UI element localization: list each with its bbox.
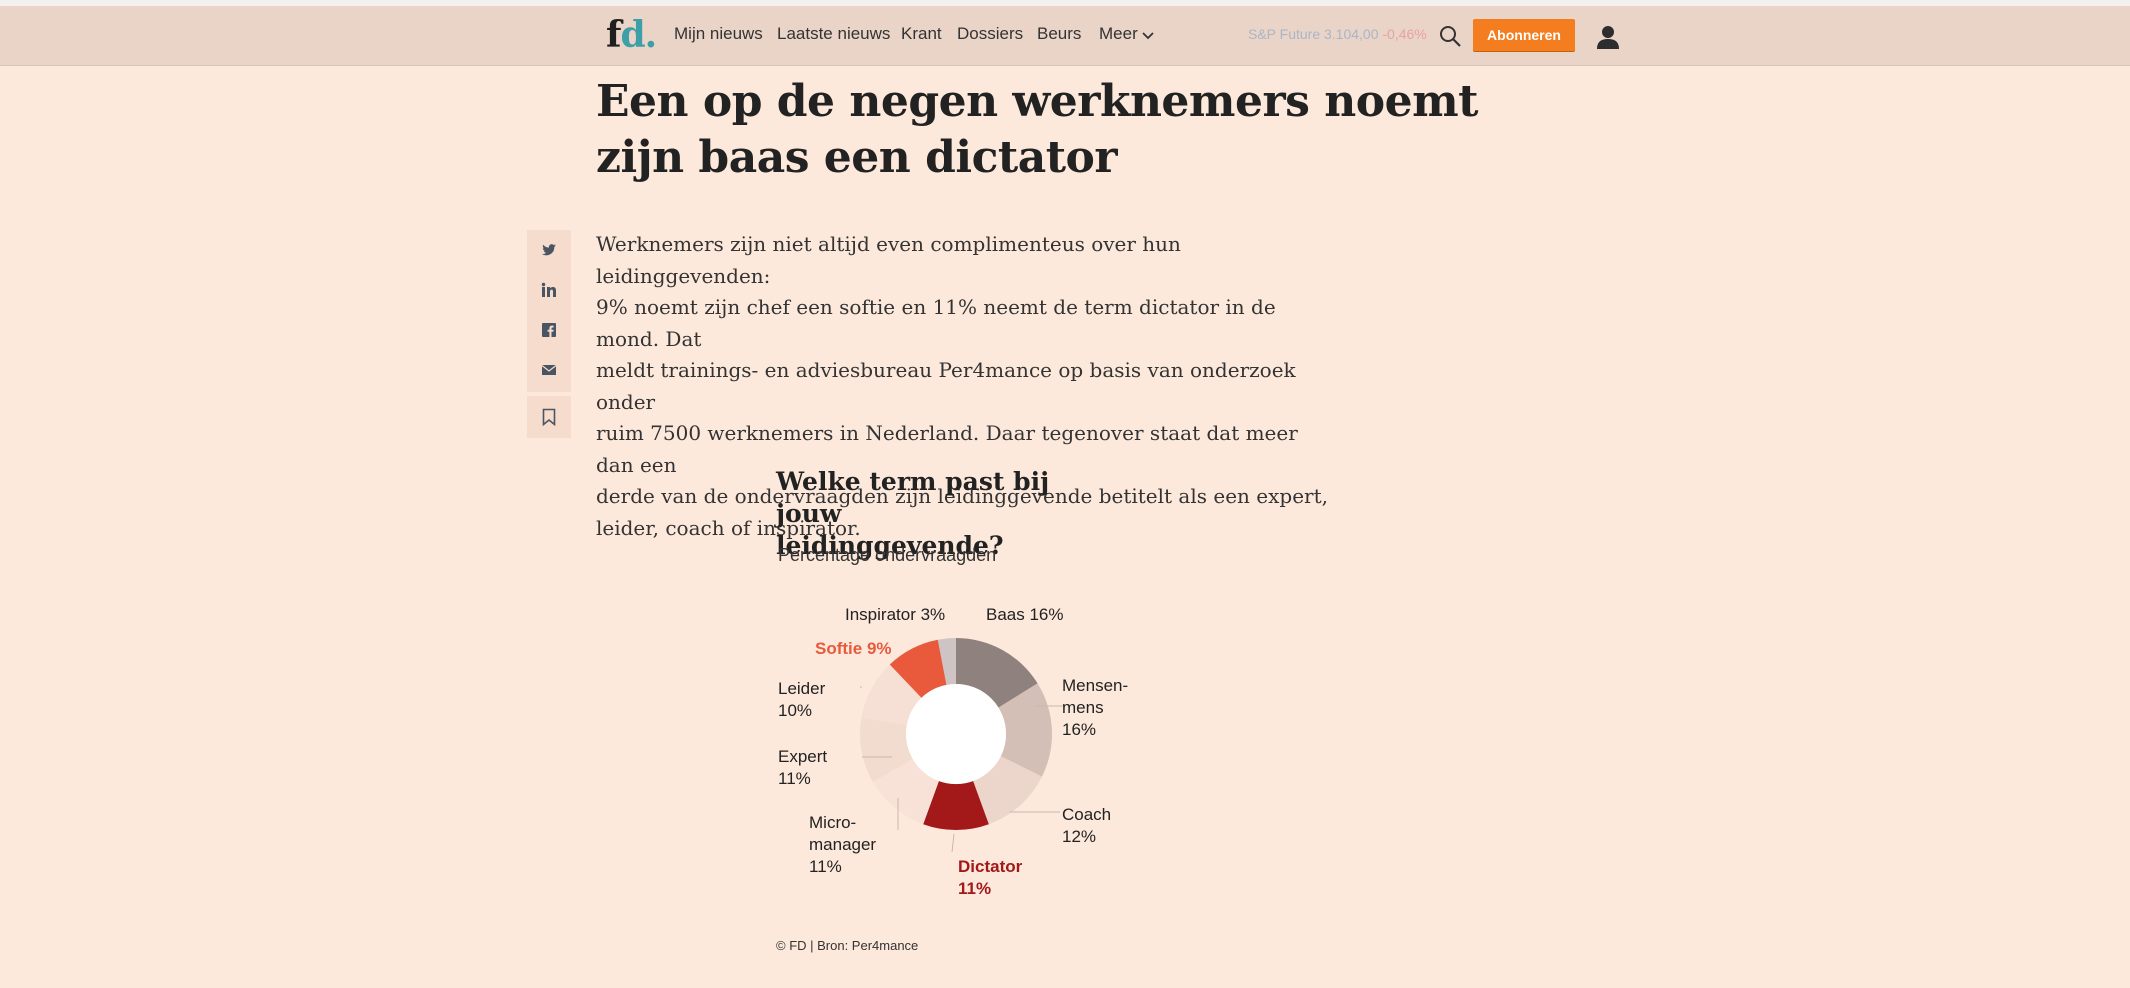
slice-leider: [861, 664, 922, 726]
lede-line: meldt trainings- en adviesbureau Per4man…: [596, 358, 1296, 414]
label-leider: Leider 10%: [778, 678, 825, 722]
label-leider-line-2: 10%: [778, 701, 813, 720]
slice-inspirator: [937, 638, 956, 685]
label-mensen-line-3: 16%: [1062, 720, 1097, 739]
share-facebook-button[interactable]: [527, 310, 571, 350]
chart-title-line-2: leidinggevende?: [776, 531, 1004, 560]
nav-mijn-nieuws[interactable]: Mijn nieuws: [674, 24, 763, 43]
chart-source: © FD | Bron: Per4mance: [776, 938, 919, 953]
ticker-change: -0,46%: [1382, 26, 1427, 42]
ticker-name: S&P Future 3.104,00: [1248, 26, 1379, 42]
nav-dossiers[interactable]: Dossiers: [957, 24, 1024, 43]
label-coach: Coach 12%: [1062, 804, 1111, 848]
chevron-down-icon[interactable]: [1142, 30, 1154, 42]
share-twitter-button[interactable]: [527, 230, 571, 270]
user-icon[interactable]: [1596, 24, 1620, 50]
site-header: fd. Mijn nieuws Laatste nieuws Krant Dos…: [0, 6, 2130, 66]
article-headline: Een op de negen werknemers noemt zijn ba…: [596, 74, 1496, 186]
slice-coach: [973, 756, 1043, 825]
label-micro-line-2: manager: [809, 835, 877, 854]
facebook-icon: [542, 323, 556, 337]
article-lede: Werknemers zijn niet altijd even complim…: [596, 229, 1336, 544]
logo-d: d.: [620, 14, 658, 56]
label-coach-line-2: 12%: [1062, 827, 1097, 846]
slice-softie: [889, 639, 947, 698]
mail-icon: [541, 365, 557, 375]
label-coach-line-1: Coach: [1062, 805, 1112, 824]
linkedin-icon: [541, 282, 556, 297]
lede-line: Werknemers zijn niet altijd even complim…: [596, 232, 1181, 288]
bookmark-icon: [542, 408, 556, 426]
slice-expert: [860, 717, 913, 782]
fd-logo[interactable]: fd.: [606, 14, 658, 56]
slice-dictator: [923, 780, 989, 830]
headline-line-2: zijn baas een dictator: [596, 132, 1118, 183]
label-micro-line-1: Micro-: [809, 813, 857, 832]
label-inspirator: Inspirator 3%: [845, 605, 946, 624]
nav-meer[interactable]: Meer: [1099, 24, 1138, 43]
label-mensen-line-2: mens: [1062, 698, 1104, 717]
donut-hole: [906, 684, 1006, 784]
slice-mensen-mens: [998, 683, 1052, 777]
market-ticker[interactable]: S&P Future 3.104,00 -0,46%: [1248, 26, 1427, 42]
lede-line: 9% noemt zijn chef een softie en 11% nee…: [596, 295, 1276, 351]
browser-top-strip: [0, 0, 2130, 6]
label-leider-line-1: Leider: [778, 679, 826, 698]
slice-baas: [956, 638, 1038, 708]
lede-line: derde van de ondervraagden zijn leidingg…: [596, 484, 1328, 508]
label-dictator: Dictator 11%: [958, 856, 1022, 900]
logo-f: f: [606, 14, 621, 56]
nav-beurs[interactable]: Beurs: [1037, 24, 1082, 43]
label-mensen-mens: Mensen- mens 16%: [1062, 675, 1128, 741]
nav-laatste-nieuws[interactable]: Laatste nieuws: [777, 24, 891, 43]
lede-line: ruim 7500 werknemers in Nederland. Daar …: [596, 421, 1298, 477]
leader-line-dictator: [951, 833, 955, 853]
twitter-icon: [542, 244, 556, 256]
share-bar: [527, 230, 571, 392]
share-mail-button[interactable]: [527, 350, 571, 390]
label-micro-line-3: 11%: [809, 857, 842, 876]
label-baas: Baas 16%: [986, 605, 1064, 624]
label-dictator-line-2: 11%: [958, 879, 992, 898]
chart-title: Welke term past bij jouw leidinggevende?: [776, 466, 1116, 562]
search-icon[interactable]: [1438, 24, 1462, 48]
share-linkedin-button[interactable]: [527, 270, 571, 310]
slice-micro-manager: [872, 759, 939, 825]
chart-title-line-1: Welke term past bij jouw: [776, 467, 1050, 528]
subscribe-button[interactable]: Abonneren: [1473, 19, 1575, 51]
label-softie: Softie 9%: [815, 639, 892, 658]
label-micro-manager: Micro- manager 11%: [809, 812, 876, 878]
label-expert-line-2: 11%: [778, 769, 811, 788]
bookmark-button[interactable]: [527, 396, 571, 438]
label-expert-line-1: Expert: [778, 747, 828, 766]
label-mensen-line-1: Mensen-: [1062, 676, 1129, 695]
chart-subtitle: Percentage ondervraagden: [778, 545, 997, 565]
nav-krant[interactable]: Krant: [901, 24, 942, 43]
label-dictator-line-1: Dictator: [958, 857, 1023, 876]
label-expert: Expert 11%: [778, 746, 827, 790]
headline-line-1: Een op de negen werknemers noemt: [596, 76, 1478, 127]
donut-chart: [860, 638, 1065, 853]
lede-line: leider, coach of inspirator.: [596, 515, 861, 540]
